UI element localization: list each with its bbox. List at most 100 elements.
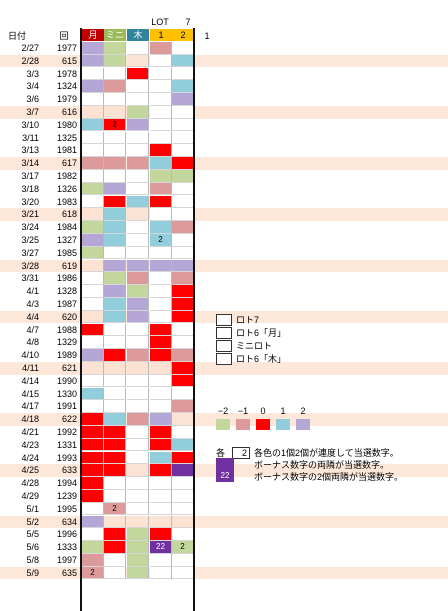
grid-cell[interactable]: [150, 490, 172, 503]
grid-cell[interactable]: [172, 272, 194, 285]
grid-cell[interactable]: [82, 144, 104, 157]
grid-cell[interactable]: [127, 208, 149, 221]
grid-cell[interactable]: [104, 323, 126, 337]
grid-cell[interactable]: [82, 541, 104, 554]
grid-cell[interactable]: [150, 336, 172, 349]
grid-cell[interactable]: [172, 157, 194, 170]
grid-cell[interactable]: [172, 400, 194, 413]
grid-cell[interactable]: [172, 195, 194, 209]
grid-cell[interactable]: [82, 67, 104, 81]
grid-cell[interactable]: [150, 195, 172, 209]
grid-cell[interactable]: [104, 182, 126, 196]
grid-cell[interactable]: [172, 310, 194, 324]
grid-cell[interactable]: [82, 387, 104, 401]
grid-cell[interactable]: [104, 336, 126, 349]
grid-cell[interactable]: [172, 221, 194, 234]
grid-cell[interactable]: [104, 528, 126, 541]
grid-cell[interactable]: [172, 554, 194, 567]
grid-cell[interactable]: [82, 502, 104, 516]
grid-cell[interactable]: [104, 464, 126, 477]
grid-cell[interactable]: [172, 515, 194, 529]
grid-cell[interactable]: [104, 413, 126, 426]
grid-cell[interactable]: [150, 566, 172, 580]
grid-cell[interactable]: [127, 477, 149, 490]
grid-cell[interactable]: [82, 182, 104, 196]
grid-cell[interactable]: [150, 67, 172, 81]
grid-cell[interactable]: [82, 157, 104, 170]
grid-cell[interactable]: [82, 451, 104, 465]
grid-cell[interactable]: 2: [104, 118, 126, 132]
grid-cell[interactable]: [172, 438, 194, 452]
grid-cell[interactable]: [104, 349, 126, 362]
grid-cell[interactable]: [104, 144, 126, 157]
grid-cell[interactable]: [150, 42, 172, 55]
grid-cell[interactable]: [150, 477, 172, 490]
grid-cell[interactable]: [127, 336, 149, 349]
grid-cell[interactable]: [150, 93, 172, 106]
grid-cell[interactable]: [172, 387, 194, 401]
grid-cell[interactable]: [172, 502, 194, 516]
grid-cell[interactable]: [127, 349, 149, 362]
grid-cell[interactable]: [82, 54, 104, 68]
grid-cell[interactable]: [104, 438, 126, 452]
grid-cell[interactable]: [82, 298, 104, 311]
grid-cell[interactable]: [104, 221, 126, 234]
grid-cell[interactable]: [172, 42, 194, 55]
grid-cell[interactable]: [172, 208, 194, 221]
grid-cell[interactable]: [150, 80, 172, 93]
grid-cell[interactable]: [172, 80, 194, 93]
grid-cell[interactable]: [172, 413, 194, 426]
grid-cell[interactable]: [172, 298, 194, 311]
grid-cell[interactable]: [150, 208, 172, 221]
grid-cell[interactable]: [104, 208, 126, 221]
grid-cell[interactable]: [127, 272, 149, 285]
grid-cell[interactable]: [127, 541, 149, 554]
grid-cell[interactable]: [104, 131, 126, 145]
grid-cell[interactable]: [150, 362, 172, 375]
grid-cell[interactable]: [104, 477, 126, 490]
grid-cell[interactable]: [127, 528, 149, 541]
grid-cell[interactable]: [82, 118, 104, 132]
grid-cell[interactable]: [104, 285, 126, 298]
grid-cell[interactable]: [150, 285, 172, 298]
grid-cell[interactable]: [172, 106, 194, 119]
grid-cell[interactable]: [150, 349, 172, 362]
grid-cell[interactable]: [82, 515, 104, 529]
grid-cell[interactable]: [172, 54, 194, 68]
grid-cell[interactable]: [104, 400, 126, 413]
grid-cell[interactable]: [127, 195, 149, 209]
grid-cell[interactable]: [104, 272, 126, 285]
grid-cell[interactable]: [127, 387, 149, 401]
grid-cell[interactable]: [150, 554, 172, 567]
grid-cell[interactable]: [150, 502, 172, 516]
grid-cell[interactable]: [104, 490, 126, 503]
grid-cell[interactable]: [150, 323, 172, 337]
grid-cell[interactable]: [82, 93, 104, 106]
grid-cell[interactable]: [172, 490, 194, 503]
grid-cell[interactable]: [127, 221, 149, 234]
grid-cell[interactable]: [150, 464, 172, 477]
grid-cell[interactable]: [127, 234, 149, 247]
grid-cell[interactable]: [127, 93, 149, 106]
grid-cell[interactable]: [150, 118, 172, 132]
grid-cell[interactable]: [172, 426, 194, 439]
grid-cell[interactable]: [104, 106, 126, 119]
grid-cell[interactable]: [82, 285, 104, 298]
grid-cell[interactable]: [127, 157, 149, 170]
grid-cell[interactable]: [104, 451, 126, 465]
grid-cell[interactable]: [104, 541, 126, 554]
grid-cell[interactable]: [82, 554, 104, 567]
grid-cell[interactable]: [104, 554, 126, 567]
grid-cell[interactable]: [82, 528, 104, 541]
grid-cell[interactable]: [82, 42, 104, 55]
grid-cell[interactable]: 2: [150, 234, 172, 247]
grid-cell[interactable]: [104, 170, 126, 183]
grid-cell[interactable]: [150, 451, 172, 465]
grid-cell[interactable]: [104, 362, 126, 375]
grid-cell[interactable]: [127, 106, 149, 119]
grid-cell[interactable]: [82, 272, 104, 285]
grid-cell[interactable]: [82, 234, 104, 247]
grid-cell[interactable]: [150, 426, 172, 439]
grid-cell[interactable]: [127, 464, 149, 477]
grid-cell[interactable]: [150, 438, 172, 452]
